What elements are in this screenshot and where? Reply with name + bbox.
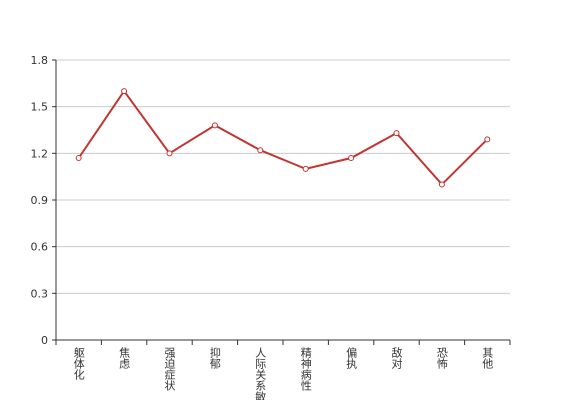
y-tick-label: 0 [41, 334, 48, 347]
x-tick-label: 恐怖 [435, 347, 448, 369]
point [211, 122, 218, 129]
point [121, 88, 128, 95]
point [484, 136, 491, 143]
y-tick-label: 0.9 [31, 194, 49, 207]
line [77, 89, 489, 186]
x-tick-label: 敌对 [390, 346, 403, 369]
y-tick-label: 1.2 [31, 147, 49, 160]
point [348, 155, 355, 161]
x-tick-label: 躯体化 [72, 347, 85, 381]
point [75, 155, 82, 161]
point [257, 147, 264, 154]
y-tick-label: 0.6 [31, 241, 49, 254]
x-tick-label: 精神病性 [299, 347, 312, 392]
x-tick-label: 抑郁 [208, 346, 221, 369]
y-tick-label: 0.3 [31, 287, 49, 300]
x-tick-label: 偏执 [345, 346, 358, 370]
x-tick-label: 焦虑 [118, 347, 131, 369]
x-tick-label: 人际关系敏感 [254, 347, 267, 400]
point [393, 130, 400, 137]
point [302, 165, 309, 172]
point [438, 181, 445, 188]
y-tick-label: 1.5 [31, 101, 49, 114]
x-tick-label: 其他 [481, 347, 494, 369]
x-tick-label: 强迫症状 [163, 347, 176, 391]
point [166, 150, 173, 157]
y-tick-label: 1.8 [31, 54, 49, 67]
